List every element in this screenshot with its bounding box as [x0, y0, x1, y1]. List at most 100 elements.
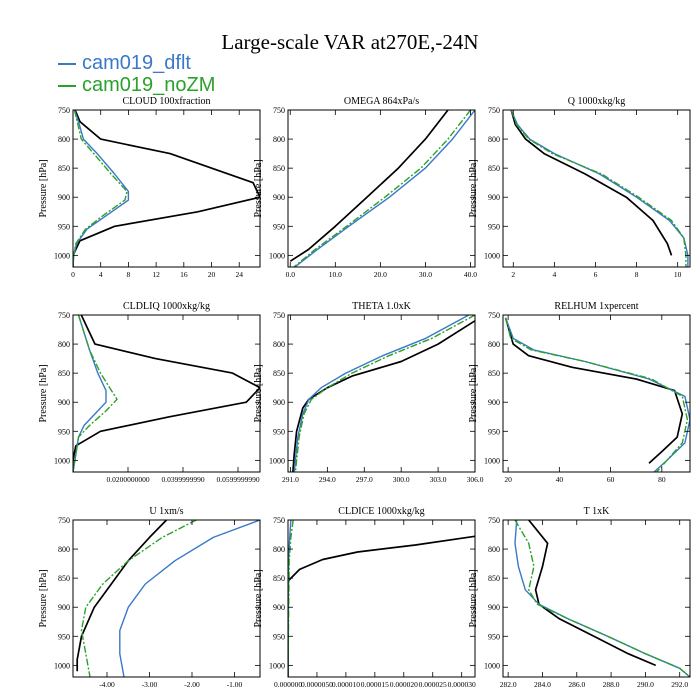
panel-title: T 1xK	[584, 506, 610, 517]
x-tick-label: 10	[674, 270, 682, 279]
y-tick-label: 1000	[484, 251, 500, 260]
panel-curves	[288, 520, 475, 677]
y-axis-label: Pressure [hPa]	[38, 159, 49, 217]
panel-title: CLDICE 1000xkg/kg	[338, 506, 424, 517]
y-axis-label: Pressure [hPa]	[468, 364, 479, 422]
series-line-ref	[504, 317, 684, 464]
y-tick-label: 1000	[269, 456, 285, 465]
y-tick-label: 1000	[54, 661, 70, 670]
panel-curves	[504, 317, 690, 472]
x-tick-label: 0.000020	[390, 680, 418, 689]
x-tick-label: 297.0	[356, 475, 373, 484]
x-tick-label: 10.0	[329, 270, 342, 279]
x-tick-label: 282.0	[500, 680, 517, 689]
y-tick-label: 900	[488, 193, 500, 202]
page-title: Large-scale VAR at270E,-24N	[221, 30, 479, 54]
series-line-dflt	[504, 317, 690, 472]
x-tick-label: 2	[511, 270, 515, 279]
y-tick-label: 1000	[54, 456, 70, 465]
y-tick-label: 900	[488, 603, 500, 612]
series-line-dflt	[73, 110, 130, 267]
series-line-ref	[288, 535, 475, 677]
y-tick-label: 950	[58, 632, 70, 641]
y-tick-label: 800	[58, 340, 70, 349]
y-tick-label: 900	[58, 398, 70, 407]
series-line-dflt	[510, 110, 689, 267]
x-tick-label: -2.00	[184, 680, 200, 689]
y-tick-label: 750	[58, 516, 70, 525]
panel-curves	[73, 315, 260, 472]
panel-curves	[292, 315, 475, 472]
panel-curves	[510, 110, 689, 267]
legend-label-dflt: cam019_dflt	[82, 52, 191, 74]
y-tick-label: 950	[273, 427, 285, 436]
y-tick-label: 750	[58, 106, 70, 115]
y-tick-label: 800	[273, 135, 285, 144]
y-tick-label: 1000	[484, 661, 500, 670]
legend-swatch-noZM	[58, 84, 76, 87]
y-tick-label: 950	[488, 427, 500, 436]
x-tick-label: 286.0	[568, 680, 585, 689]
series-line-noZM	[514, 520, 690, 677]
x-tick-label: 80	[658, 475, 666, 484]
y-tick-label: 800	[273, 545, 285, 554]
panel-title: RELHUM 1xpercent	[554, 301, 638, 312]
series-line-ref	[76, 520, 168, 672]
series-line-noZM	[80, 520, 197, 677]
x-tick-label: 40.0	[464, 270, 477, 279]
panel-frame	[287, 314, 476, 473]
x-tick-label: 12	[152, 270, 160, 279]
y-tick-label: 750	[488, 516, 500, 525]
y-axis-label: Pressure [hPa]	[38, 364, 49, 422]
series-line-ref	[73, 110, 260, 267]
y-tick-label: 750	[58, 311, 70, 320]
y-tick-label: 800	[488, 340, 500, 349]
x-tick-label: 0	[71, 270, 75, 279]
y-axis-label: Pressure [hPa]	[468, 159, 479, 217]
legend-entry-dflt: cam019_dflt	[58, 52, 191, 75]
series-line-dflt	[119, 520, 260, 677]
series-line-ref	[73, 315, 260, 472]
x-tick-label: 300.0	[393, 475, 410, 484]
panel-5: THETA 1.0xK Pressure [hPa] 750 800 850 900 950…	[253, 301, 484, 484]
legend-label-noZM: cam019_noZM	[82, 74, 216, 96]
x-tick-label: 0.000025	[419, 680, 447, 689]
y-tick-label: 900	[58, 603, 70, 612]
y-axis-label: Pressure [hPa]	[253, 364, 264, 422]
y-tick-label: 950	[488, 632, 500, 641]
y-tick-label: 900	[273, 193, 285, 202]
y-tick-label: 850	[58, 164, 70, 173]
y-tick-label: 1000	[54, 251, 70, 260]
x-tick-label: 16	[180, 270, 188, 279]
y-tick-label: 800	[273, 340, 285, 349]
y-tick-label: 850	[488, 574, 500, 583]
y-axis-label: Pressure [hPa]	[468, 569, 479, 627]
series-line-noZM	[73, 315, 118, 472]
y-tick-label: 850	[58, 369, 70, 378]
panel-frame	[287, 109, 476, 268]
series-line-dflt	[294, 110, 475, 267]
y-tick-label: 850	[273, 369, 285, 378]
y-tick-label: 850	[273, 164, 285, 173]
x-tick-label: 8	[127, 270, 131, 279]
y-tick-label: 900	[273, 398, 285, 407]
panel-4: CLDLIQ 1000xkg/kg Pressure [hPa] 750 800 850…	[38, 301, 261, 484]
panel-curves	[76, 520, 260, 677]
series-line-dflt	[73, 315, 107, 472]
panel-title: OMEGA 864xPa/s	[344, 96, 419, 107]
y-tick-label: 750	[273, 106, 285, 115]
x-tick-label: 0.0599999990	[216, 475, 259, 484]
y-tick-label: 1000	[484, 456, 500, 465]
x-tick-label: 20.0	[374, 270, 387, 279]
x-tick-label: 284.0	[534, 680, 551, 689]
x-tick-label: 291.0	[282, 475, 299, 484]
y-tick-label: 850	[488, 164, 500, 173]
x-tick-label: 0.0000050	[301, 680, 333, 689]
x-tick-label: 4	[552, 270, 556, 279]
series-line-ref	[528, 520, 657, 667]
panel-6: RELHUM 1xpercent Pressure [hPa] 750 800 850 9…	[468, 301, 691, 484]
panel-frame	[72, 109, 261, 268]
panel-title: Q 1000xkg/kg	[568, 96, 626, 107]
y-tick-label: 1000	[269, 661, 285, 670]
